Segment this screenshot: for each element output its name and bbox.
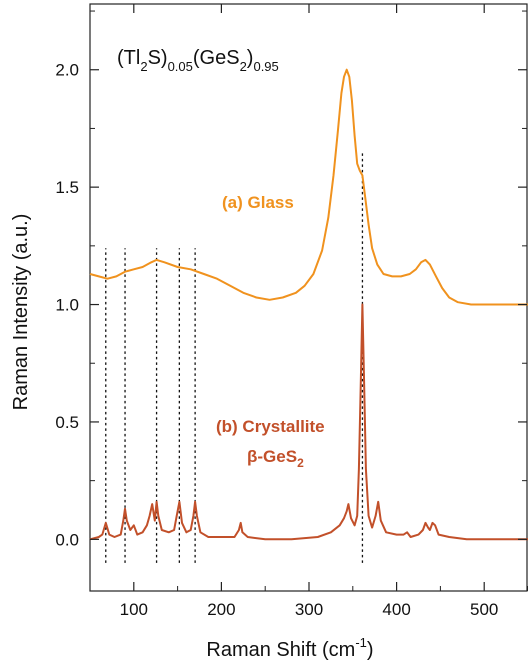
crystallite-spectrum-line: [89, 303, 528, 541]
crystallite-series-sublabel: β-GeS2: [247, 447, 304, 470]
y-axis-title: Raman Intensity (a.u.): [10, 214, 32, 411]
y-tick-label: 2.0: [55, 61, 79, 80]
y-tick-label: 0.5: [55, 413, 79, 432]
x-axis-title: Raman Shift (cm-1): [206, 635, 373, 661]
dotted-reference-lines: [105, 151, 364, 563]
glass-spectrum-line: [89, 68, 528, 306]
axis-ticks: 100 200 300 400 500 0.0 0.5 1.0 1.5 2.0: [55, 4, 528, 619]
x-tick-label: 300: [295, 600, 323, 619]
crystallite-series-label: (b) Crystallite: [216, 417, 325, 436]
glass-series-label: (a) Glass: [222, 193, 294, 212]
x-tick-label: 400: [382, 600, 410, 619]
y-tick-label: 0.0: [55, 530, 79, 549]
y-tick-label: 1.0: [55, 296, 79, 315]
x-tick-label: 200: [207, 600, 235, 619]
y-tick-label: 1.5: [55, 178, 79, 197]
composition-formula: (Tl2S)0.05(GeS2)0.95: [117, 47, 279, 74]
data-series: [89, 68, 528, 541]
x-tick-label: 500: [470, 600, 498, 619]
x-tick-label: 100: [120, 600, 148, 619]
